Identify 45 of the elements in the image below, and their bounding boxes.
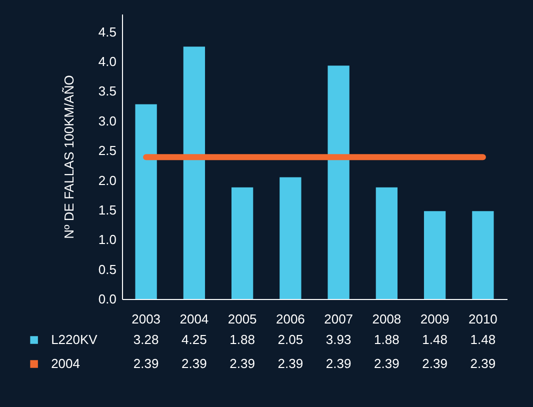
y-tick-label: 3.5 (98, 84, 116, 99)
x-tick-label: 2008 (372, 312, 402, 326)
x-tick-label: 2007 (324, 312, 354, 326)
data-label: 1.48 (422, 332, 448, 347)
data-label: 2.39 (422, 356, 448, 371)
y-axis-title: Nº DE FALLAS 100KM/AÑO (61, 75, 76, 239)
x-tick-label: 2003 (132, 312, 161, 326)
data-label: 1.88 (374, 332, 400, 347)
bar (376, 187, 398, 299)
y-tick-label: 3.0 (98, 113, 116, 128)
bar (280, 177, 302, 299)
y-tick-label: 2.5 (98, 143, 116, 158)
x-tick-label: 2005 (228, 312, 257, 326)
data-label: 3.93 (326, 332, 352, 347)
y-tick-label: 2.0 (98, 172, 116, 188)
data-label: 2.39 (374, 356, 400, 371)
bar (472, 211, 494, 299)
x-tick-label: 2009 (420, 312, 450, 326)
data-label: 2.05 (278, 332, 304, 347)
data-label: 2.39 (278, 356, 304, 371)
bar (183, 46, 206, 299)
legend-label: L220KV (51, 332, 98, 347)
y-tick-label: 4.5 (98, 24, 116, 40)
x-tick-label: 2006 (276, 312, 305, 326)
data-label: 4.25 (182, 332, 207, 347)
data-label: 3.28 (133, 332, 159, 347)
legend-label: 2004 (51, 356, 80, 371)
data-label: 2.39 (326, 356, 352, 371)
data-label: 1.48 (470, 332, 496, 347)
y-tick-label: 1.5 (98, 202, 116, 218)
y-tick-label: 4.0 (98, 54, 116, 69)
x-tick-label: 2004 (180, 312, 209, 326)
data-label: 1.88 (230, 332, 255, 347)
bar (328, 66, 350, 299)
y-tick-label: 0.5 (98, 262, 116, 277)
data-label: 2.39 (470, 356, 496, 371)
bar (231, 187, 254, 299)
data-label: 2.39 (182, 356, 207, 371)
data-label: 2.39 (133, 356, 159, 371)
bar (135, 104, 157, 299)
data-label: 2.39 (230, 356, 255, 371)
x-tick-label: 2010 (468, 312, 498, 326)
y-tick-label: 0.0 (98, 292, 116, 306)
bar (424, 211, 446, 299)
y-tick-label: 1.0 (98, 232, 116, 248)
